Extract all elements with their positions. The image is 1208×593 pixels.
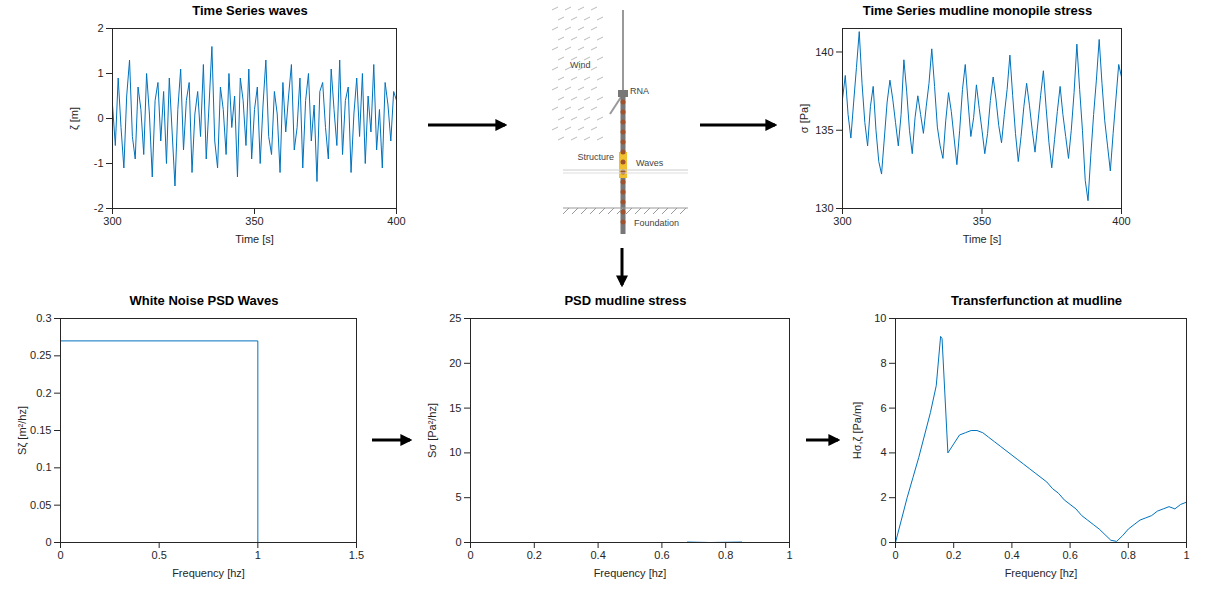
svg-text:6: 6	[880, 402, 886, 414]
svg-text:2: 2	[880, 491, 886, 503]
svg-text:0: 0	[880, 536, 886, 548]
svg-text:Waves: Waves	[636, 158, 664, 168]
svg-text:0.5: 0.5	[152, 549, 167, 561]
svg-text:5: 5	[455, 491, 461, 503]
svg-text:0.8: 0.8	[1121, 549, 1136, 561]
svg-text:135: 135	[815, 124, 833, 136]
svg-text:0.15: 0.15	[30, 424, 51, 436]
html-text:PSD mudline stress: PSD mudline stress	[564, 293, 687, 308]
svg-text:10: 10	[449, 446, 461, 458]
svg-text:Structure: Structure	[577, 152, 614, 162]
svg-text:0.05: 0.05	[30, 499, 51, 511]
svg-text:0: 0	[45, 536, 51, 548]
svg-text:σ [Pa]: σ [Pa]	[798, 104, 810, 133]
svg-text:-2: -2	[94, 202, 104, 214]
svg-text:0.6: 0.6	[1062, 549, 1077, 561]
svg-text:Frequency [hz]: Frequency [hz]	[1005, 567, 1078, 579]
svg-text:Sζ [m²/hz]: Sζ [m²/hz]	[16, 406, 28, 455]
svg-text:300: 300	[833, 215, 851, 227]
svg-text:300: 300	[103, 215, 121, 227]
svg-text:0: 0	[467, 549, 473, 561]
svg-text:20: 20	[449, 357, 461, 369]
svg-text:Foundation: Foundation	[634, 218, 679, 228]
svg-text:0: 0	[455, 536, 461, 548]
svg-text:Frequency [hz]: Frequency [hz]	[594, 567, 667, 579]
svg-text:0: 0	[97, 112, 103, 124]
svg-text:Time [s]: Time [s]	[235, 233, 274, 245]
svg-text:25: 25	[449, 312, 461, 324]
svg-text:10: 10	[874, 312, 886, 324]
svg-text:1: 1	[786, 549, 792, 561]
svg-text:RNA: RNA	[630, 86, 649, 96]
svg-text:350: 350	[973, 215, 991, 227]
svg-text:1: 1	[97, 67, 103, 79]
svg-text:Time [s]: Time [s]	[963, 233, 1002, 245]
svg-text:4: 4	[880, 446, 886, 458]
svg-text:Frequency [hz]: Frequency [hz]	[172, 567, 245, 579]
html-text:Time Series mudline monopile s: Time Series mudline monopile stress	[862, 3, 1093, 18]
html-text:Time Series waves: Time Series waves	[192, 3, 308, 18]
svg-text:0.1: 0.1	[36, 461, 51, 473]
svg-text:15: 15	[449, 402, 461, 414]
svg-text:0.3: 0.3	[36, 312, 51, 324]
svg-text:0.8: 0.8	[718, 549, 733, 561]
svg-text:400: 400	[387, 215, 405, 227]
svg-text:ζ [m]: ζ [m]	[68, 107, 80, 130]
svg-text:1: 1	[1183, 549, 1189, 561]
svg-text:Hσ,ζ [Pa/m]: Hσ,ζ [Pa/m]	[851, 402, 863, 459]
svg-text:8: 8	[880, 357, 886, 369]
svg-text:-1: -1	[94, 157, 104, 169]
svg-text:Sσ [Pa²/hz]: Sσ [Pa²/hz]	[426, 403, 438, 458]
svg-text:400: 400	[1112, 215, 1130, 227]
svg-text:0.2: 0.2	[527, 549, 542, 561]
svg-text:350: 350	[245, 215, 263, 227]
svg-text:0.2: 0.2	[946, 549, 961, 561]
svg-text:1: 1	[255, 549, 261, 561]
svg-text:0: 0	[892, 549, 898, 561]
svg-text:0.25: 0.25	[30, 349, 51, 361]
svg-text:2: 2	[97, 22, 103, 34]
svg-text:140: 140	[815, 45, 833, 57]
svg-text:Wind: Wind	[570, 60, 591, 70]
html-text:White Noise PSD Waves: White Noise PSD Waves	[129, 293, 279, 308]
html-text:Transferfunction at mudline: Transferfunction at mudline	[950, 293, 1123, 308]
svg-text:1.5: 1.5	[349, 549, 364, 561]
svg-text:0.6: 0.6	[654, 549, 669, 561]
svg-text:0: 0	[57, 549, 63, 561]
svg-text:0.2: 0.2	[36, 387, 51, 399]
svg-text:0.4: 0.4	[1004, 549, 1019, 561]
svg-text:130: 130	[815, 202, 833, 214]
svg-text:0.4: 0.4	[590, 549, 605, 561]
